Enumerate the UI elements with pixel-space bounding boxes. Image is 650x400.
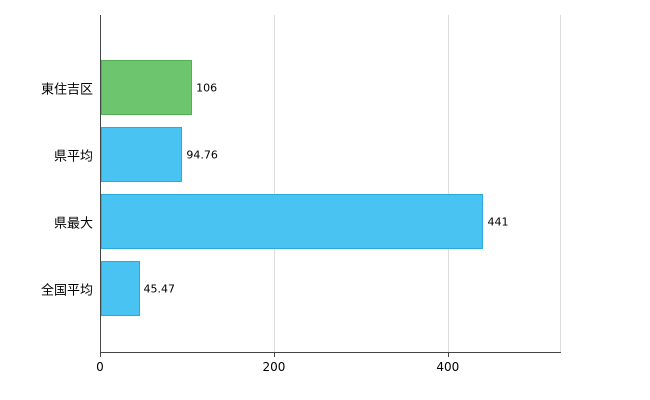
category-label: 県最大 [53, 216, 93, 231]
category-label: 全国平均 [40, 283, 93, 298]
value-label: 45.47 [143, 282, 176, 295]
value-label: 94.76 [186, 148, 218, 161]
y-axis [100, 15, 101, 352]
value-label: 106 [196, 81, 218, 94]
bar [101, 261, 140, 316]
x-tick-mark [100, 352, 101, 357]
x-tick-mark [273, 352, 275, 357]
x-axis [100, 352, 561, 353]
bar [101, 194, 484, 249]
x-tick-mark [447, 352, 449, 357]
bar [101, 127, 183, 182]
x-tick-label: 0 [96, 360, 104, 374]
bar [101, 60, 193, 115]
gridline [560, 15, 561, 352]
x-tick-label: 200 [262, 360, 286, 374]
category-label: 東住吉区 [40, 82, 93, 97]
gridline [447, 15, 449, 352]
value-label: 441 [487, 215, 509, 228]
category-label: 県平均 [53, 149, 93, 164]
gridline [273, 15, 275, 352]
x-tick-label: 400 [436, 360, 460, 374]
